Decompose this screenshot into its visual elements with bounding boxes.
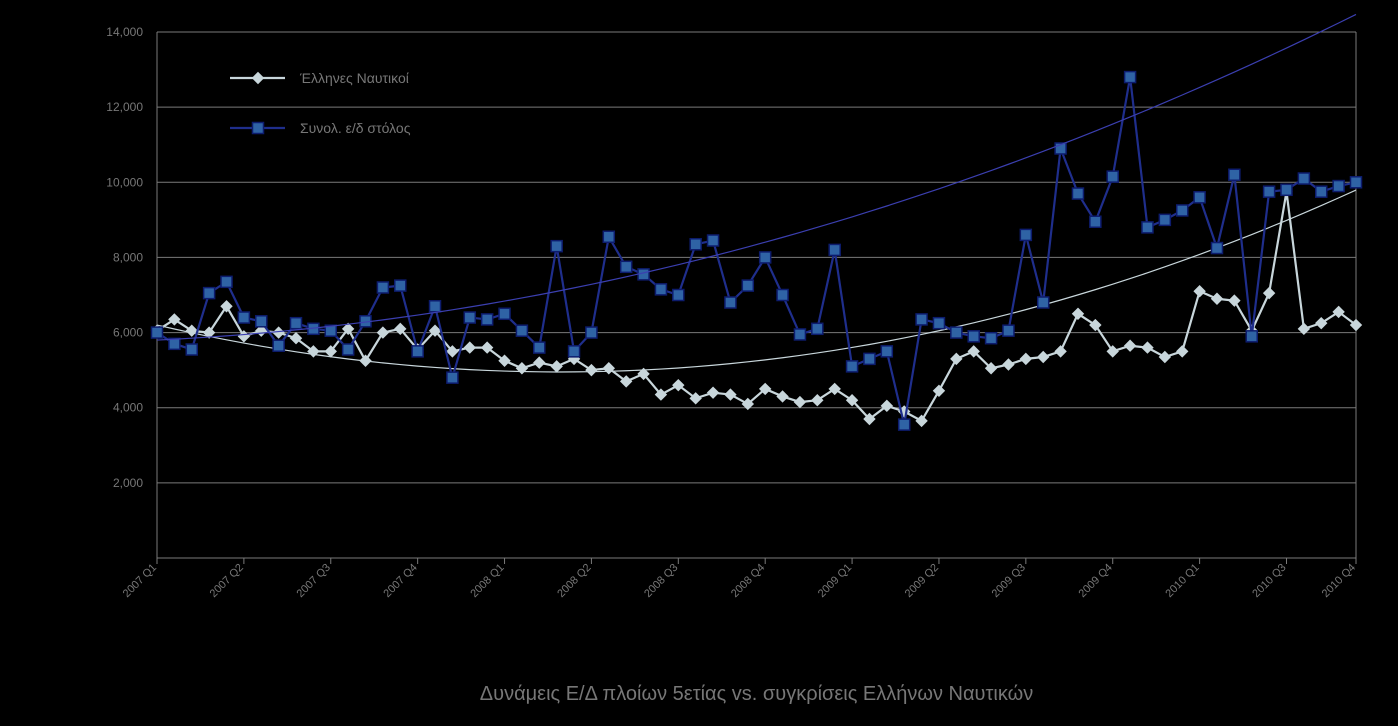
marker-fleet — [204, 288, 215, 299]
marker-fleet — [430, 301, 441, 312]
marker-fleet — [569, 346, 580, 357]
marker-fleet — [603, 231, 614, 242]
marker-fleet — [742, 280, 753, 291]
marker-fleet — [534, 342, 545, 353]
marker-fleet — [1194, 192, 1205, 203]
marker-fleet — [673, 290, 684, 301]
marker-fleet — [916, 314, 927, 325]
marker-fleet — [760, 252, 771, 263]
legend-label: Συνολ. ε/δ στόλος — [300, 120, 411, 136]
marker-fleet — [1351, 177, 1362, 188]
marker-fleet — [1125, 72, 1136, 83]
marker-fleet — [1159, 214, 1170, 225]
marker-fleet — [986, 333, 997, 344]
marker-fleet — [377, 282, 388, 293]
marker-fleet — [482, 314, 493, 325]
legend-marker — [253, 123, 264, 134]
marker-fleet — [1264, 186, 1275, 197]
marker-fleet — [1072, 188, 1083, 199]
marker-fleet — [464, 312, 475, 323]
marker-fleet — [186, 344, 197, 355]
marker-fleet — [1107, 171, 1118, 182]
marker-fleet — [1003, 325, 1014, 336]
y-tick-label: 2,000 — [113, 476, 143, 490]
marker-fleet — [812, 323, 823, 334]
marker-fleet — [238, 312, 249, 323]
marker-fleet — [412, 346, 423, 357]
marker-fleet — [1090, 216, 1101, 227]
marker-fleet — [1333, 181, 1344, 192]
marker-fleet — [655, 284, 666, 295]
marker-fleet — [1316, 186, 1327, 197]
marker-fleet — [1177, 205, 1188, 216]
chart: 2,0004,0006,0008,00010,00012,00014,00020… — [0, 0, 1398, 726]
marker-fleet — [708, 235, 719, 246]
y-tick-label: 6,000 — [113, 326, 143, 340]
y-tick-label: 14,000 — [106, 25, 143, 39]
marker-fleet — [273, 340, 284, 351]
marker-fleet — [291, 318, 302, 329]
marker-fleet — [499, 308, 510, 319]
chart-title: Δυνάμεις Ε/Δ πλοίων 5ετίας vs. συγκρίσει… — [480, 683, 1033, 705]
marker-fleet — [794, 329, 805, 340]
marker-fleet — [152, 327, 163, 338]
marker-fleet — [725, 297, 736, 308]
marker-fleet — [690, 239, 701, 250]
marker-fleet — [1020, 229, 1031, 240]
marker-fleet — [1229, 169, 1240, 180]
marker-fleet — [1298, 173, 1309, 184]
marker-fleet — [881, 346, 892, 357]
marker-fleet — [1211, 243, 1222, 254]
y-tick-label: 10,000 — [106, 175, 143, 189]
marker-fleet — [951, 327, 962, 338]
marker-fleet — [864, 353, 875, 364]
marker-fleet — [777, 290, 788, 301]
marker-fleet — [516, 325, 527, 336]
marker-fleet — [256, 316, 267, 327]
marker-fleet — [447, 372, 458, 383]
marker-fleet — [899, 419, 910, 430]
marker-fleet — [847, 361, 858, 372]
marker-fleet — [221, 276, 232, 287]
y-tick-label: 8,000 — [113, 250, 143, 264]
marker-fleet — [343, 344, 354, 355]
marker-fleet — [829, 244, 840, 255]
marker-fleet — [551, 241, 562, 252]
marker-fleet — [1038, 297, 1049, 308]
marker-fleet — [1142, 222, 1153, 233]
marker-fleet — [933, 318, 944, 329]
y-tick-label: 4,000 — [113, 401, 143, 415]
marker-fleet — [395, 280, 406, 291]
chart-bg — [0, 0, 1398, 726]
legend-label: Έλληνες Ναυτικοί — [299, 70, 409, 86]
marker-fleet — [621, 261, 632, 272]
marker-fleet — [1281, 184, 1292, 195]
marker-fleet — [968, 331, 979, 342]
marker-fleet — [1246, 331, 1257, 342]
marker-fleet — [586, 327, 597, 338]
y-tick-label: 12,000 — [106, 100, 143, 114]
